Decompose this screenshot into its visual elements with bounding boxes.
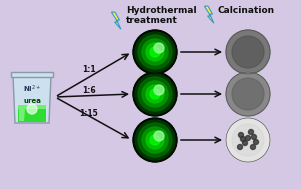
Polygon shape [19, 109, 25, 121]
Circle shape [232, 36, 264, 68]
Circle shape [240, 136, 246, 142]
Polygon shape [18, 105, 46, 122]
Circle shape [154, 43, 164, 53]
Circle shape [146, 43, 164, 61]
Circle shape [138, 123, 172, 157]
Circle shape [237, 145, 243, 149]
Circle shape [150, 47, 160, 57]
Circle shape [133, 118, 177, 162]
Circle shape [142, 39, 168, 65]
Circle shape [27, 104, 37, 114]
Circle shape [232, 124, 264, 156]
Circle shape [238, 132, 244, 138]
Circle shape [252, 135, 256, 139]
Circle shape [138, 35, 172, 69]
Circle shape [226, 72, 270, 116]
Circle shape [250, 145, 256, 149]
Circle shape [135, 74, 175, 114]
Circle shape [142, 81, 168, 107]
Text: Hydrothermal
treatment: Hydrothermal treatment [126, 6, 197, 25]
Circle shape [142, 127, 168, 153]
Circle shape [150, 135, 160, 145]
Text: 1:6: 1:6 [82, 86, 96, 95]
Circle shape [226, 118, 270, 162]
Circle shape [253, 139, 259, 145]
Circle shape [249, 129, 253, 135]
Polygon shape [13, 76, 51, 123]
Circle shape [246, 136, 250, 140]
Circle shape [154, 85, 164, 95]
Polygon shape [111, 12, 121, 29]
Text: 1:1: 1:1 [82, 65, 96, 74]
Circle shape [133, 30, 177, 74]
Circle shape [133, 72, 177, 116]
Text: urea: urea [23, 98, 41, 104]
Circle shape [226, 30, 270, 74]
Polygon shape [11, 72, 53, 77]
Circle shape [150, 89, 160, 99]
Text: Ni$^{2+}$: Ni$^{2+}$ [23, 83, 41, 95]
Circle shape [154, 131, 164, 141]
Circle shape [146, 85, 164, 103]
Polygon shape [18, 105, 46, 109]
Circle shape [146, 131, 164, 149]
Text: Calcination: Calcination [218, 6, 275, 15]
Circle shape [232, 78, 264, 110]
Circle shape [138, 77, 172, 111]
Polygon shape [204, 6, 214, 23]
Text: 1:15: 1:15 [80, 109, 98, 118]
Circle shape [243, 140, 247, 146]
Circle shape [135, 120, 175, 160]
Circle shape [135, 32, 175, 72]
